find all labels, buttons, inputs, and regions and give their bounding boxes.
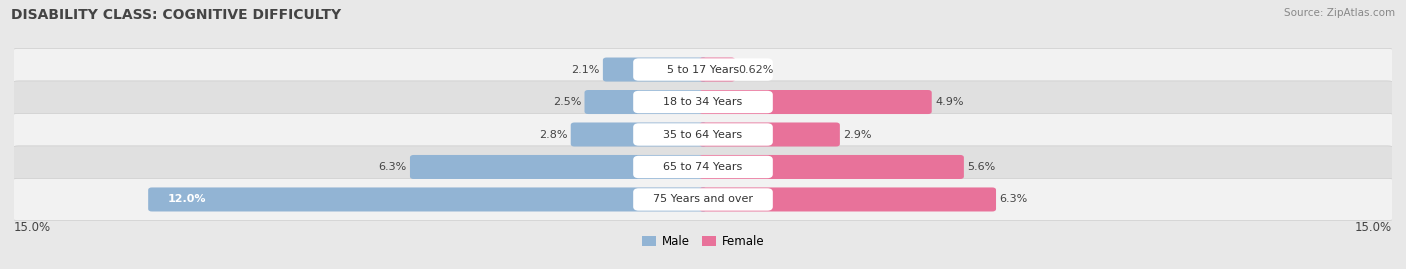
Text: Source: ZipAtlas.com: Source: ZipAtlas.com bbox=[1284, 8, 1395, 18]
Text: 12.0%: 12.0% bbox=[167, 194, 207, 204]
FancyBboxPatch shape bbox=[699, 155, 965, 179]
Text: 18 to 34 Years: 18 to 34 Years bbox=[664, 97, 742, 107]
Text: 5 to 17 Years: 5 to 17 Years bbox=[666, 65, 740, 75]
FancyBboxPatch shape bbox=[585, 90, 707, 114]
FancyBboxPatch shape bbox=[411, 155, 707, 179]
FancyBboxPatch shape bbox=[699, 122, 839, 147]
FancyBboxPatch shape bbox=[603, 58, 707, 82]
Text: 0.62%: 0.62% bbox=[738, 65, 773, 75]
Text: 2.9%: 2.9% bbox=[844, 129, 872, 140]
FancyBboxPatch shape bbox=[699, 90, 932, 114]
FancyBboxPatch shape bbox=[571, 122, 707, 147]
Text: DISABILITY CLASS: COGNITIVE DIFFICULTY: DISABILITY CLASS: COGNITIVE DIFFICULTY bbox=[11, 8, 342, 22]
Text: 5.6%: 5.6% bbox=[967, 162, 995, 172]
FancyBboxPatch shape bbox=[699, 58, 735, 82]
Text: 2.1%: 2.1% bbox=[571, 65, 599, 75]
Text: 6.3%: 6.3% bbox=[1000, 194, 1028, 204]
Text: 4.9%: 4.9% bbox=[935, 97, 963, 107]
FancyBboxPatch shape bbox=[7, 81, 1399, 123]
FancyBboxPatch shape bbox=[7, 114, 1399, 155]
Text: 65 to 74 Years: 65 to 74 Years bbox=[664, 162, 742, 172]
Text: 75 Years and over: 75 Years and over bbox=[652, 194, 754, 204]
FancyBboxPatch shape bbox=[7, 48, 1399, 91]
Text: 2.8%: 2.8% bbox=[538, 129, 568, 140]
FancyBboxPatch shape bbox=[633, 91, 773, 113]
FancyBboxPatch shape bbox=[633, 188, 773, 211]
Text: 2.5%: 2.5% bbox=[553, 97, 581, 107]
Legend: Male, Female: Male, Female bbox=[637, 230, 769, 253]
FancyBboxPatch shape bbox=[699, 187, 995, 211]
FancyBboxPatch shape bbox=[633, 156, 773, 178]
FancyBboxPatch shape bbox=[7, 146, 1399, 188]
FancyBboxPatch shape bbox=[148, 187, 707, 211]
FancyBboxPatch shape bbox=[633, 58, 773, 81]
FancyBboxPatch shape bbox=[633, 123, 773, 146]
FancyBboxPatch shape bbox=[7, 178, 1399, 221]
Text: 6.3%: 6.3% bbox=[378, 162, 406, 172]
Text: 35 to 64 Years: 35 to 64 Years bbox=[664, 129, 742, 140]
Text: 15.0%: 15.0% bbox=[1355, 221, 1392, 233]
Text: 15.0%: 15.0% bbox=[14, 221, 51, 233]
